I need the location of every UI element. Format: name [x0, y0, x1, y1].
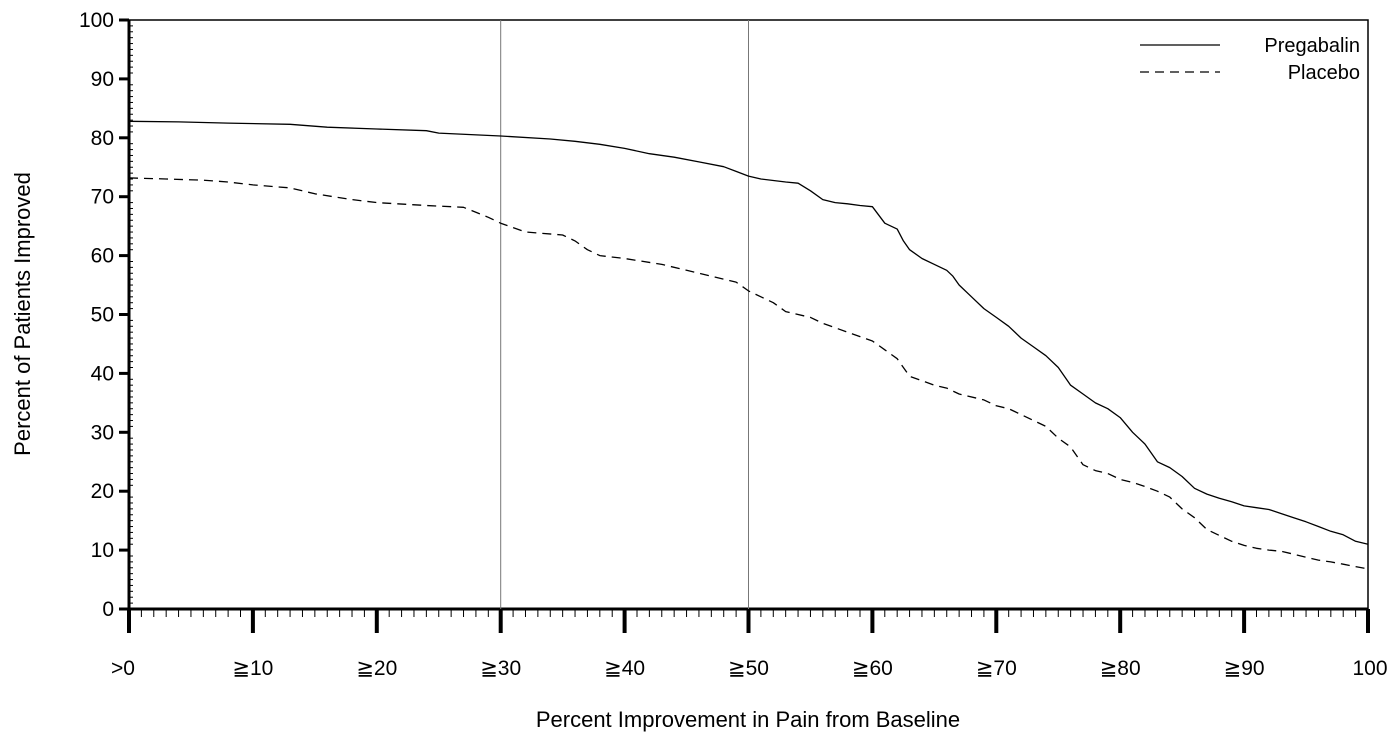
reference-lines: [500, 20, 749, 609]
x-tick-label: >0: [111, 657, 135, 680]
legend: Pregabalin Placebo: [1140, 35, 1360, 84]
x-tick-label: ≧30: [480, 657, 521, 680]
x-tick-label: 100: [1352, 657, 1387, 680]
y-tick-label: 90: [91, 68, 114, 91]
y-tick-label: 80: [91, 127, 114, 150]
x-tick-label: ≧20: [356, 657, 397, 680]
x-tick-label: ≧60: [852, 657, 893, 680]
y-tick-label: 40: [91, 362, 114, 385]
x-tick-label: ≧70: [976, 657, 1017, 680]
x-tick-label: ≧10: [232, 657, 273, 680]
y-tick-label: 60: [91, 245, 114, 268]
y-tick-label: 20: [91, 480, 114, 503]
x-tick-label: ≧40: [604, 657, 645, 680]
y-tick-label: 10: [91, 539, 114, 562]
x-tick-label: ≧90: [1224, 657, 1265, 680]
y-tick-label: 30: [91, 421, 114, 444]
y-axis-title: Percent of Patients Improved: [10, 172, 35, 456]
legend-label: Pregabalin: [1264, 35, 1360, 57]
series-line-placebo: [128, 177, 1369, 570]
y-tick-label: 100: [79, 9, 114, 32]
y-tick-label: 50: [91, 304, 114, 327]
series-line-pregabalin: [128, 120, 1369, 545]
x-tick-label: ≧50: [728, 657, 769, 680]
x-tick-label: ≧80: [1100, 657, 1141, 680]
y-axis-ticks: 0 10 20 30 40 50 60 70 80 90 100: [79, 9, 133, 621]
y-tick-label: 70: [91, 186, 114, 209]
y-tick-label: 0: [102, 598, 114, 621]
x-axis-ticks: >0 ≧10 ≧20 ≧30 ≧40 ≧50 ≧60 ≧70 ≧80 ≧90 100: [111, 609, 1388, 680]
series-layer: [128, 120, 1369, 570]
x-axis-title: Percent Improvement in Pain from Baselin…: [536, 707, 960, 732]
legend-label: Placebo: [1288, 62, 1360, 84]
